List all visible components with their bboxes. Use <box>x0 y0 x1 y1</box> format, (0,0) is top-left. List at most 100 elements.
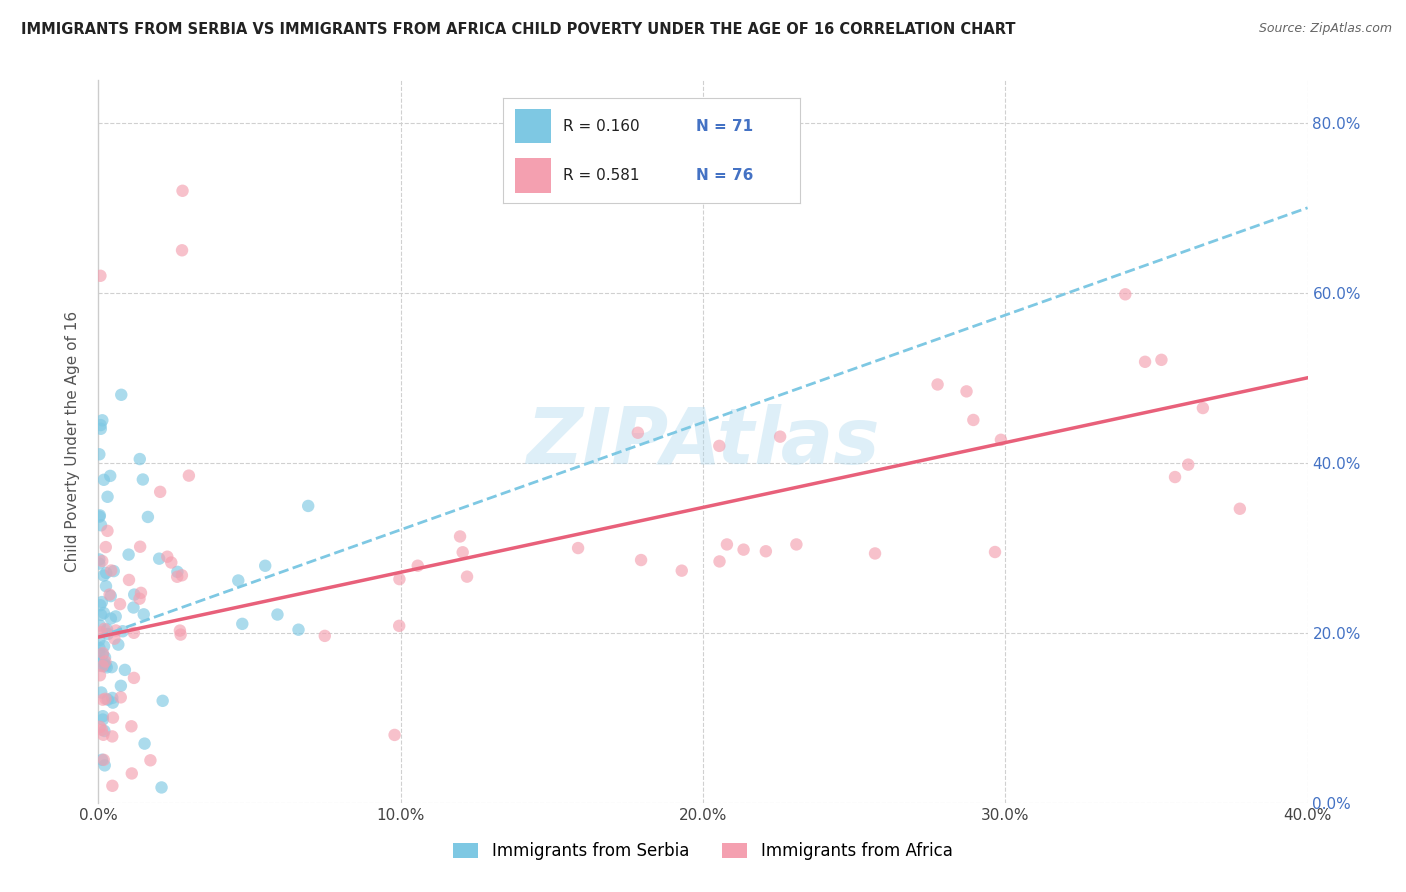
Point <box>449 529 471 543</box>
Point <box>91 658 114 673</box>
Point <box>101 696 124 710</box>
Point <box>166 565 188 579</box>
Point <box>955 384 977 399</box>
Point <box>104 609 127 624</box>
Point <box>152 694 174 708</box>
Point <box>107 638 129 652</box>
Point <box>101 711 124 725</box>
Point <box>96 660 118 674</box>
Point <box>96 566 118 580</box>
Point <box>627 425 650 440</box>
Point <box>91 709 114 723</box>
Point <box>287 623 309 637</box>
Point <box>1164 470 1187 484</box>
Point <box>90 418 112 433</box>
Point <box>709 439 731 453</box>
Point <box>96 623 118 637</box>
Point <box>984 545 1007 559</box>
Point <box>96 524 118 538</box>
Point <box>91 646 114 660</box>
Point <box>97 692 120 706</box>
Point <box>90 625 112 640</box>
Point <box>89 618 111 632</box>
Point <box>93 473 115 487</box>
Point <box>89 508 111 523</box>
Point <box>103 632 125 646</box>
Point <box>456 569 478 583</box>
Point <box>170 244 193 258</box>
Point <box>89 640 111 655</box>
Point <box>129 540 152 554</box>
Point <box>149 484 172 499</box>
Point <box>89 720 111 734</box>
Point <box>89 557 111 571</box>
Point <box>91 692 114 706</box>
Point <box>567 541 589 555</box>
Point <box>89 268 111 283</box>
Point <box>89 658 111 673</box>
Point <box>1229 501 1251 516</box>
Point <box>98 469 121 483</box>
Text: Source: ZipAtlas.com: Source: ZipAtlas.com <box>1258 22 1392 36</box>
Point <box>93 758 115 772</box>
Point <box>134 737 156 751</box>
Point <box>139 753 162 767</box>
Point <box>132 473 155 487</box>
Point <box>89 552 111 566</box>
Point <box>89 647 111 661</box>
Point <box>160 556 183 570</box>
Point <box>388 619 411 633</box>
Point <box>716 537 738 551</box>
Point <box>266 607 288 622</box>
Point <box>89 598 111 612</box>
Point <box>91 413 114 427</box>
Point <box>91 659 114 673</box>
Point <box>101 779 124 793</box>
Point <box>128 591 150 606</box>
Point <box>785 537 807 551</box>
Point <box>1114 287 1136 301</box>
Point <box>91 648 114 662</box>
Point <box>93 657 115 671</box>
Point <box>101 730 124 744</box>
Point <box>110 388 132 402</box>
Point <box>406 558 429 573</box>
Point <box>388 572 411 586</box>
Point <box>98 588 121 602</box>
Point <box>97 627 120 641</box>
Point <box>90 595 112 609</box>
Point <box>100 589 122 603</box>
Point <box>150 780 173 795</box>
Point <box>94 691 117 706</box>
Point <box>110 690 132 705</box>
Point <box>89 654 111 668</box>
Point <box>122 625 145 640</box>
Point <box>93 723 115 738</box>
Point <box>96 490 118 504</box>
Point <box>132 607 155 622</box>
Point <box>297 499 319 513</box>
Point <box>100 611 122 625</box>
Point <box>169 627 191 641</box>
Point <box>121 766 143 780</box>
Point <box>110 679 132 693</box>
Point <box>89 633 111 648</box>
Point <box>166 570 188 584</box>
Legend: Immigrants from Serbia, Immigrants from Africa: Immigrants from Serbia, Immigrants from … <box>447 836 959 867</box>
Point <box>671 564 693 578</box>
Point <box>1133 355 1156 369</box>
Point <box>1192 401 1215 415</box>
Point <box>170 568 193 582</box>
Point <box>1177 458 1199 472</box>
Point <box>122 671 145 685</box>
Point <box>89 509 111 524</box>
Point <box>90 607 112 622</box>
Point <box>169 624 191 638</box>
Point <box>94 579 117 593</box>
Point <box>90 723 112 737</box>
Point <box>111 624 134 639</box>
Point <box>91 713 114 727</box>
Point <box>94 650 117 665</box>
Point <box>93 606 115 620</box>
Point <box>990 433 1012 447</box>
